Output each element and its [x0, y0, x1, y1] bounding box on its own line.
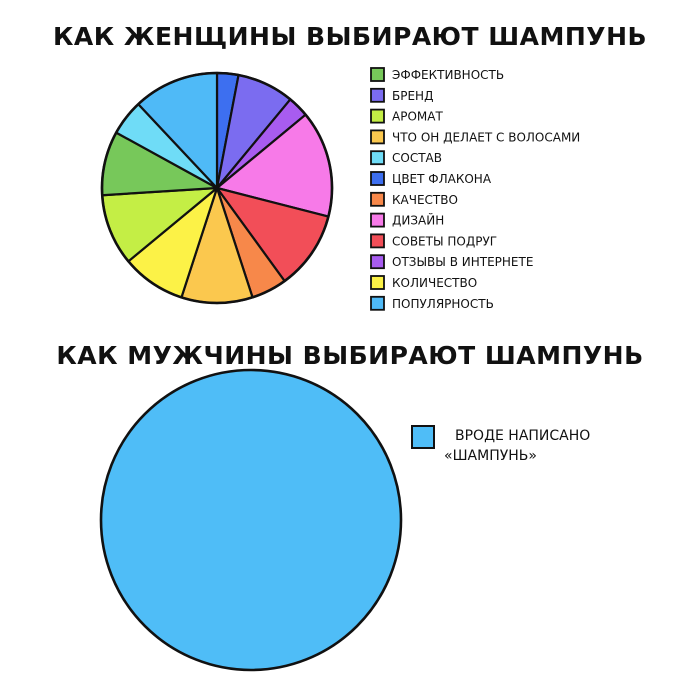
legend-swatch-10 — [370, 254, 385, 270]
pie-outline — [100, 71, 334, 305]
men-pie-chart — [99, 368, 403, 672]
legend-label-12: ПОПУЛЯРНОСТЬ — [392, 297, 494, 311]
legend-label-2: БРЕНД — [392, 89, 433, 103]
legend-label-line-1: ВРОДЕ НАПИСАНО — [455, 428, 590, 444]
legend-swatch-4 — [370, 129, 385, 145]
legend-swatch-5 — [370, 150, 385, 166]
men-legend: ВРОДЕ НАПИСАНО «ШАМПУНЬ» — [411, 425, 590, 464]
women-legend: ЭФФЕКТИВНОСТЬ БРЕНД АРОМАТ ЧТО ОН ДЕЛАЕТ С … — [370, 67, 580, 311]
legend-label-10: ОТЗЫВЫ В ИНТЕРНЕТЕ — [392, 255, 533, 269]
legend-label-3: АРОМАТ — [392, 110, 443, 124]
legend-label-6: ЦВЕТ ФЛАКОНА — [392, 172, 492, 186]
women-chart-title: КАК ЖЕНЩИНЫ ВЫБИРАЮТ ШАМПУНЬ — [53, 22, 647, 51]
legend-label-9: СОВЕТЫ ПОДРУГ — [392, 234, 497, 248]
legend-label-line-2: «ШАМПУНЬ» — [444, 448, 537, 464]
legend-swatch-6 — [370, 171, 385, 186]
legend-swatch-1 — [411, 425, 435, 449]
legend-swatch-8 — [370, 212, 385, 228]
legend-label-4: ЧТО ОН ДЕЛАЕТ С ВОЛОСАМИ — [392, 130, 580, 144]
legend-swatch-11 — [370, 275, 385, 290]
pie-slice-1 — [99, 368, 403, 672]
legend-swatch-9 — [370, 233, 385, 249]
legend-swatch-1 — [370, 67, 385, 82]
legend-swatch-3 — [370, 108, 385, 124]
legend-swatch-7 — [370, 191, 385, 207]
legend-label-8: ДИЗАЙН — [392, 213, 444, 228]
legend-label-11: КОЛИЧЕСТВО — [392, 276, 477, 290]
women-pie-chart — [100, 71, 334, 305]
legend-label-7: КАЧЕСТВО — [392, 193, 458, 207]
men-chart-title: КАК МУЖЧИНЫ ВЫБИРАЮТ ШАМПУНЬ — [56, 341, 643, 370]
legend-label-5: СОСТАВ — [392, 151, 442, 165]
legend-label-1: ЭФФЕКТИВНОСТЬ — [392, 68, 504, 82]
legend-swatch-12 — [370, 295, 385, 311]
legend-swatch-2 — [370, 87, 385, 103]
